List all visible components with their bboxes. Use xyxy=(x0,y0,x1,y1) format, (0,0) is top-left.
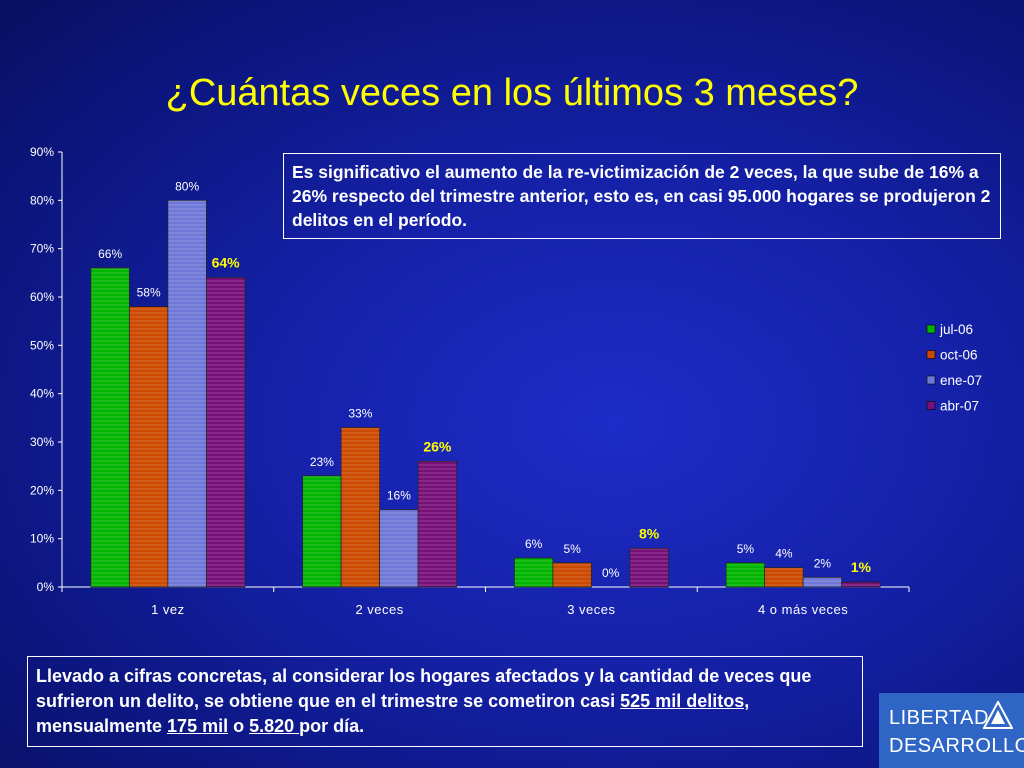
note-bottom-text-2: mensualmente xyxy=(36,716,168,736)
y-tick-label: 0% xyxy=(37,580,55,594)
data-label: 1% xyxy=(851,559,872,575)
legend-swatch xyxy=(926,324,936,334)
data-label: 6% xyxy=(525,537,543,551)
data-label: 64% xyxy=(212,255,241,271)
data-label: 5% xyxy=(737,542,755,556)
logo-line-2: DESARROLLO xyxy=(889,735,1024,757)
data-label: 5% xyxy=(563,542,581,556)
y-tick-label: 20% xyxy=(30,483,54,497)
data-label: 23% xyxy=(310,455,334,469)
y-tick-label: 30% xyxy=(30,435,54,449)
bar-texture xyxy=(206,277,245,587)
data-label: 58% xyxy=(137,286,161,300)
note-bottom-text-3: o xyxy=(228,716,250,736)
legend-label: ene-07 xyxy=(940,373,982,388)
bar-texture xyxy=(841,582,881,587)
x-tick-label: 1 vez xyxy=(151,602,185,617)
note-top: Es significativo el aumento de la re-vic… xyxy=(283,153,1001,239)
bar-texture xyxy=(167,200,207,588)
bar-texture xyxy=(418,461,457,587)
logo-line-1: LIBERTAD xyxy=(889,707,989,729)
data-label: 26% xyxy=(423,438,452,454)
y-tick-label: 80% xyxy=(30,193,54,207)
bar-chart: 0% 10% 20% 30% 40% 50% 60% 70% 80% 90% 1 vez 2 vece… xyxy=(30,145,982,617)
legend-swatch xyxy=(926,375,936,385)
note-bottom-underline-1: 525 mil delitos, xyxy=(620,691,750,711)
note-bottom-text-4: por día. xyxy=(299,716,365,736)
bar-texture xyxy=(514,558,553,587)
logo-triangle-icon xyxy=(983,701,1013,729)
y-tick-label: 60% xyxy=(30,290,54,304)
data-label: 16% xyxy=(387,489,411,503)
y-tick-label: 40% xyxy=(30,387,54,401)
bar-texture xyxy=(552,562,592,587)
data-label: 2% xyxy=(814,556,832,570)
bar-texture xyxy=(302,475,342,587)
note-bottom-text-1: Llevado a cifras concretas, al considera… xyxy=(36,666,812,711)
x-tick-label: 2 veces xyxy=(355,602,403,617)
data-label: 66% xyxy=(98,247,122,261)
bar-texture xyxy=(764,567,804,587)
data-label: 80% xyxy=(175,179,199,193)
legend-swatch xyxy=(926,350,936,359)
data-label: 33% xyxy=(348,407,372,421)
bar-texture xyxy=(90,268,130,587)
bar-texture xyxy=(726,562,765,587)
bar-texture xyxy=(629,548,669,587)
note-bottom-underline-2: 175 mil xyxy=(167,716,229,736)
y-tick-label: 90% xyxy=(30,145,54,159)
slide-title: ¿Cuántas veces en los últimos 3 meses? xyxy=(165,72,859,114)
data-label: 0% xyxy=(602,566,620,580)
data-label: 8% xyxy=(639,525,660,541)
bar-texture xyxy=(341,427,380,587)
logo: LIBERTAD DESARROLLO xyxy=(879,693,1024,768)
legend-label: oct-06 xyxy=(940,348,978,363)
y-tick-label: 10% xyxy=(30,532,54,546)
bar-texture xyxy=(803,577,842,587)
data-label: 4% xyxy=(775,547,793,561)
note-bottom: Llevado a cifras concretas, al considera… xyxy=(27,656,863,747)
y-tick-label: 50% xyxy=(30,338,54,352)
bar-texture xyxy=(379,509,419,587)
x-tick-label: 4 o más veces xyxy=(758,602,848,617)
legend-label: abr-07 xyxy=(940,399,979,414)
legend-swatch xyxy=(926,401,936,410)
y-tick-label: 70% xyxy=(30,242,54,256)
x-tick-label: 3 veces xyxy=(567,602,615,617)
note-bottom-underline-3: 5.820 xyxy=(249,716,300,736)
bar-texture xyxy=(129,306,168,587)
legend-label: jul-06 xyxy=(939,322,973,337)
